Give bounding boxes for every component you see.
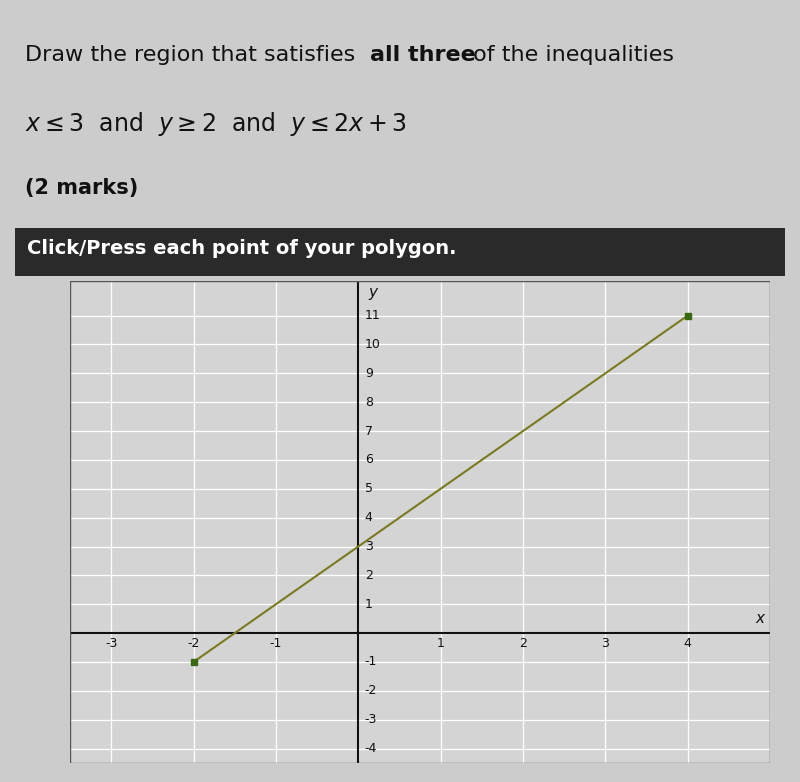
Text: y: y — [368, 285, 377, 300]
Text: 1: 1 — [365, 597, 373, 611]
Text: 3: 3 — [602, 637, 610, 651]
Text: 6: 6 — [365, 454, 373, 466]
Text: -4: -4 — [365, 742, 377, 755]
Text: 2: 2 — [365, 569, 373, 582]
Text: Click/Press each point of your polygon.: Click/Press each point of your polygon. — [27, 239, 457, 257]
Text: -1: -1 — [365, 655, 377, 669]
Text: 7: 7 — [365, 425, 373, 438]
Text: 9: 9 — [365, 367, 373, 380]
Text: Draw the region that satisfies: Draw the region that satisfies — [25, 45, 362, 65]
Text: 1: 1 — [437, 637, 445, 651]
Text: 4: 4 — [684, 637, 691, 651]
Text: 3: 3 — [365, 540, 373, 553]
Text: 10: 10 — [365, 338, 381, 351]
Text: -3: -3 — [365, 713, 377, 726]
Text: $x \leq 3$  and  $y \geq 2$  and  $y \leq 2x + 3$: $x \leq 3$ and $y \geq 2$ and $y \leq 2x… — [25, 110, 406, 138]
Text: all three: all three — [370, 45, 476, 65]
Text: 2: 2 — [519, 637, 527, 651]
Text: 4: 4 — [365, 511, 373, 524]
Text: -2: -2 — [365, 684, 377, 698]
Text: (2 marks): (2 marks) — [25, 178, 138, 198]
Text: -3: -3 — [105, 637, 118, 651]
Text: x: x — [756, 611, 765, 626]
Text: -1: -1 — [270, 637, 282, 651]
Text: 8: 8 — [365, 396, 373, 409]
Text: 11: 11 — [365, 309, 381, 322]
Text: 5: 5 — [365, 482, 373, 495]
Text: of the inequalities: of the inequalities — [466, 45, 674, 65]
Text: -2: -2 — [187, 637, 200, 651]
